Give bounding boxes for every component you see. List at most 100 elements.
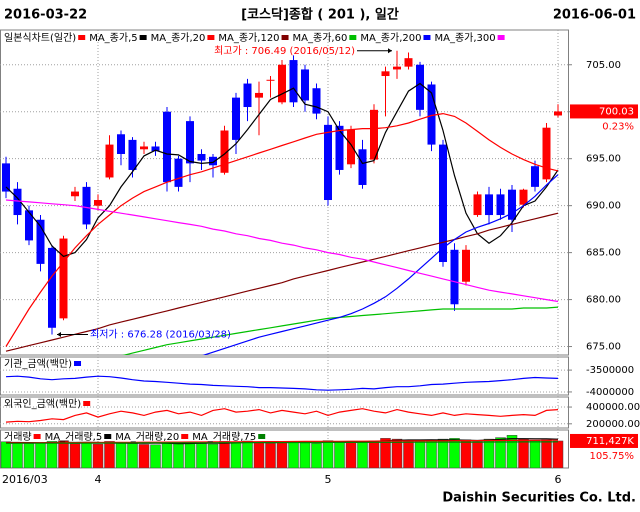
candle-body: [531, 166, 539, 187]
candle-body: [335, 125, 344, 170]
legend-swatch: [207, 35, 215, 40]
volume-bar: [230, 441, 242, 468]
volume-bar: [414, 441, 426, 468]
volume-bar: [495, 437, 506, 468]
candle-body: [312, 88, 321, 114]
candle-body: [427, 84, 436, 145]
legend-label: MA_거래량,75: [192, 431, 256, 443]
candle-body: [197, 153, 206, 161]
volume-bar: [46, 441, 58, 468]
candle-body: [485, 194, 493, 216]
legend-swatch: [78, 35, 86, 40]
candle-body: [278, 64, 286, 103]
volume-bar: [12, 443, 23, 468]
ma-line: [5, 212, 559, 352]
ma-line: [5, 199, 559, 303]
volume-bar: [127, 443, 138, 468]
volume-bar: [196, 443, 207, 468]
legend-label: MA_종가,20: [151, 32, 206, 44]
volume-bar: [184, 442, 196, 468]
footer: Daishin Securities Co. Ltd.: [442, 491, 636, 506]
candle-body: [243, 83, 252, 108]
candle-body: [439, 144, 447, 263]
y-tick-label: -3500000: [586, 365, 634, 376]
ma-line: [202, 174, 559, 355]
candle-body: [13, 188, 22, 216]
volume-bar: [92, 443, 104, 468]
y-tick-label: 680.00: [586, 295, 621, 306]
candle-body: [163, 111, 171, 183]
candle-body: [174, 158, 183, 187]
x-tick-label: 2016/03: [2, 473, 48, 486]
legend-swatch: [139, 35, 147, 40]
volume-bar: [0, 441, 12, 468]
volume-bar: [460, 439, 472, 468]
volume-bar: [23, 443, 35, 468]
panel-frame: [0, 356, 569, 396]
volume-bar: [150, 444, 161, 468]
volume-bar: [518, 438, 529, 468]
candle-body: [105, 144, 114, 178]
candle-body: [289, 60, 298, 103]
start-date: 2016-03-22: [4, 8, 87, 23]
y-tick-label: 705.00: [586, 60, 621, 71]
y-tick-label: 685.00: [586, 248, 621, 259]
candle-body: [82, 186, 91, 225]
ma-line: [122, 306, 559, 355]
volume-bar: [161, 441, 173, 468]
volume-bar: [345, 441, 357, 468]
volume-bar: [449, 438, 460, 468]
candle-body: [151, 146, 160, 152]
volume-bar: [357, 441, 368, 468]
legend-label: MA_종가,120: [218, 32, 279, 44]
candle-body: [301, 69, 309, 101]
candle-body: [94, 200, 102, 206]
change-label: 0.23%: [602, 121, 634, 132]
x-tick-label: 6: [555, 473, 562, 486]
candle-body: [404, 58, 413, 67]
volume-bar: [437, 438, 449, 468]
last-value-label: 700.03: [599, 106, 634, 117]
volume-bar: [242, 440, 253, 468]
legend-swatch: [74, 361, 82, 366]
volume-bar: [391, 438, 403, 468]
panel-frame: [0, 396, 569, 429]
candle-body: [36, 219, 45, 264]
candle-body: [117, 134, 125, 154]
candle-body: [2, 163, 10, 192]
volume-bar: [299, 442, 311, 468]
volume-bar: [288, 441, 299, 468]
candle-body: [232, 97, 240, 140]
change-label: 105.75%: [590, 451, 635, 462]
candle-body: [324, 124, 332, 201]
volume-bar: [472, 441, 483, 468]
volume-bar: [35, 442, 46, 468]
legend-swatch: [181, 434, 189, 439]
x-tick-label: 4: [95, 473, 102, 486]
volume-bar: [322, 440, 334, 468]
candle-body: [220, 130, 229, 173]
legend-label: MA_거래량,20: [115, 431, 179, 443]
candle-body: [140, 146, 148, 150]
volume-ma-line: [6, 441, 559, 444]
legend-label: 기관_금액(백만): [4, 358, 72, 370]
volume-bar: [69, 443, 81, 468]
volume-bar: [541, 439, 552, 468]
x-tick-label: 5: [325, 473, 332, 486]
chart-title: [코스닥]종합 ( 201 ), 일간: [241, 7, 399, 23]
line: [5, 375, 559, 391]
legend-label: 거래량: [4, 431, 32, 443]
legend-label: MA_거래량,5: [45, 431, 103, 443]
legend-label: MA_종가,60: [293, 32, 348, 44]
candle-body: [542, 127, 551, 180]
volume-bar: [380, 438, 391, 468]
candle-body: [496, 194, 505, 216]
legend-label: 일본식차트(일간): [4, 32, 76, 44]
legend-swatch: [104, 434, 112, 439]
volume-bar: [219, 441, 230, 468]
volume-bar: [529, 440, 541, 468]
line: [5, 408, 559, 423]
candle-body: [450, 249, 459, 305]
